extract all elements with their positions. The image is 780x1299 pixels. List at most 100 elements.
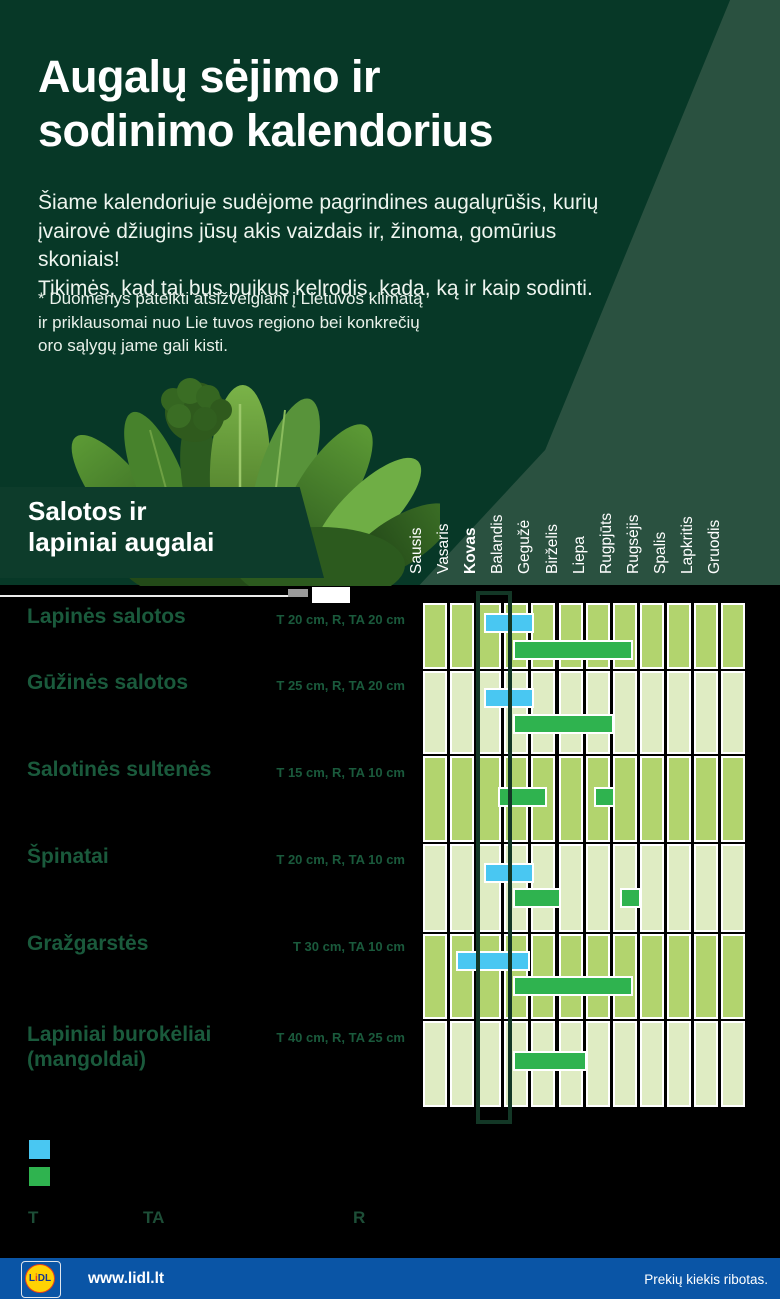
chart-cell: [450, 844, 475, 932]
month-label-Gegužė: Gegužė: [516, 519, 534, 574]
month-label-Kovas: Kovas: [462, 527, 480, 574]
legend-green-swatch: [29, 1167, 50, 1186]
row-label: Gražgarstės: [27, 932, 149, 955]
chart-cell: [612, 1021, 637, 1107]
chart-cell: [721, 1021, 746, 1107]
chart-cell: [423, 934, 447, 1019]
lidl-logo: LiDL: [21, 1261, 61, 1298]
chart-cell: [423, 603, 447, 669]
chart-cell: [639, 603, 664, 669]
intro-paragraph: Šiame kalendoriuje sudėjome pagrindines …: [38, 191, 599, 300]
row-label: Lapiniai burokėliai (mangoldai): [27, 1023, 212, 1071]
row-spec: T 30 cm, TA 10 cm: [293, 939, 405, 954]
month-label-Balandis: Balandis: [489, 514, 507, 574]
chart-cell: [639, 1021, 664, 1107]
chart-cell: [585, 671, 610, 754]
month-label-Spalis: Spalis: [651, 531, 669, 574]
chart-cell: [666, 671, 691, 754]
chart-cell: [639, 934, 664, 1019]
chart-cell: [666, 1021, 691, 1107]
chart-cell: [450, 756, 475, 842]
broccoli-head: [161, 378, 232, 442]
chart-cell: [423, 844, 447, 932]
chart-cell: [450, 934, 475, 1019]
chart-cell: [558, 671, 583, 754]
chart-cell: [694, 603, 718, 669]
month-label-Lapkritis: Lapkritis: [679, 516, 696, 574]
chart-cell: [666, 756, 691, 842]
month-label-Sausis: Sausis: [408, 527, 425, 574]
row-label: Lapinės salotos: [27, 605, 186, 628]
lidl-logo-text: LiDL: [28, 1273, 52, 1284]
chart-cell: [585, 844, 610, 932]
chart-cell: [721, 844, 746, 932]
row-spec: T 15 cm, R, TA 10 cm: [276, 765, 405, 780]
chart-cell: [639, 756, 664, 842]
bar-green: [513, 640, 633, 660]
bar-green: [593, 787, 615, 807]
chart-cell: [558, 844, 583, 932]
chart-cell: [694, 844, 718, 932]
chart-cell: [666, 844, 691, 932]
bar-green: [513, 888, 562, 908]
footer-url-link[interactable]: www.lidl.lt: [88, 1270, 165, 1287]
chart-cell: [450, 671, 475, 754]
section-title: Salotos ir lapiniai augalai: [28, 496, 215, 557]
chart-cell: [721, 671, 746, 754]
footer-note: Prekių kiekis ribotas.: [644, 1272, 768, 1287]
row-spec: T 20 cm, R, TA 20 cm: [276, 612, 405, 627]
render-artifact-gray: [288, 589, 308, 597]
bar-green: [619, 888, 641, 908]
row-label: Špinatai: [27, 845, 109, 868]
chart-cell: [694, 756, 718, 842]
month-label-Vasaris: Vasaris: [435, 523, 453, 574]
render-artifact-line: [0, 595, 302, 597]
row-label: Salotinės sultenės: [27, 758, 212, 781]
chart-cell: [585, 1021, 610, 1107]
chart-cell: [639, 844, 664, 932]
bar-green: [513, 714, 614, 734]
chart-cell: [721, 934, 746, 1019]
chart-cell: [612, 756, 637, 842]
legend-key-r: R: [353, 1208, 366, 1227]
section-badge: Salotos ir lapiniai augalai: [0, 487, 324, 578]
chart-cell: [694, 1021, 718, 1107]
chart-cell: [450, 1021, 475, 1107]
month-label-Rugsėjis: Rugsėjis: [624, 514, 642, 574]
chart-cell: [531, 671, 556, 754]
chart-cell: [423, 756, 447, 842]
render-artifact-blob: [312, 587, 350, 603]
row-spec: T 25 cm, R, TA 20 cm: [276, 678, 405, 693]
chart-cell: [558, 756, 583, 842]
kovas-highlight-outline: [476, 591, 513, 1124]
chart-cell: [666, 934, 691, 1019]
footer-bar: LiDL www.lidl.lt Prekių kiekis ribotas.: [0, 1258, 780, 1299]
chart-cell: [423, 671, 447, 754]
bar-green: [513, 1051, 587, 1071]
chart-cell: [612, 671, 637, 754]
chart-cell: [694, 671, 718, 754]
lidl-logo-circle: LiDL: [25, 1264, 55, 1293]
month-label-Rugpjūts: Rugpjūts: [597, 512, 615, 574]
row-spec: T 40 cm, R, TA 25 cm: [276, 1030, 405, 1045]
chart-cell: [666, 603, 691, 669]
chart-cell: [477, 1021, 502, 1107]
month-label-Liepa: Liepa: [570, 536, 588, 574]
month-label-Gruodis: Gruodis: [706, 519, 724, 574]
page-title: Augalų sėjimo ir sodinimo kalendorius: [38, 51, 494, 156]
chart-cell: [694, 934, 718, 1019]
chart-cell: [639, 671, 664, 754]
chart-cell: [450, 603, 475, 669]
month-label-Birželis: Birželis: [543, 524, 561, 574]
legend-key-t: T: [28, 1208, 39, 1227]
row-label: Gūžinės salotos: [27, 671, 189, 694]
chart-cell: [721, 603, 746, 669]
legend-blue-swatch: [29, 1140, 50, 1159]
legend-key-ta: TA: [143, 1208, 165, 1227]
footnote: * Duomenys pateikti atsižvelgiant į Liet…: [38, 289, 423, 355]
chart-cell: [721, 756, 746, 842]
bar-green: [513, 976, 633, 996]
chart-cell: [423, 1021, 447, 1107]
